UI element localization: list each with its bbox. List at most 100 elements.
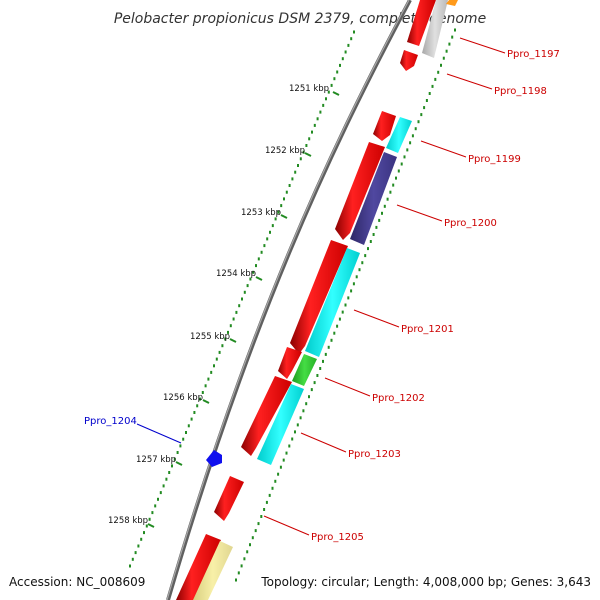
kbp-label-1251: 1251 kbp [289,84,329,94]
scale-dot [383,204,386,208]
scale-dot [243,290,246,294]
scale-dot [263,508,266,511]
scale-dot [187,424,190,428]
scale-dot [277,210,280,214]
scale-dot [378,218,381,222]
scale-dot [168,471,171,474]
scale-dot [213,364,215,368]
gene-ppro-1200-arrow[interactable] [335,142,385,240]
scale-dot [252,270,255,274]
gene-ppro-1197-arrow[interactable] [407,0,436,46]
scale-dot [241,297,243,301]
scale-dot [204,384,207,388]
cog-block-1197-gray [422,0,448,58]
scale-dot [268,493,271,497]
scale-dot [193,411,196,414]
scale-dot [448,42,451,46]
scale-dot [302,409,305,413]
gene-ppro-1202-arrow[interactable] [278,347,302,379]
scale-dot [313,381,316,385]
scale-dot [246,284,249,288]
scale-dot [437,70,440,74]
gene-ppro-1201-arrow[interactable] [290,240,348,354]
scale-dot [162,484,165,488]
scale-dot [313,123,316,127]
scale-dot [260,250,263,254]
gene-extra-arrow[interactable] [176,534,221,600]
gene-ppro-1198-arrow[interactable] [400,50,418,71]
scale-dot [322,359,324,363]
scale-dot [350,37,353,41]
gene-label-ppro-1204[interactable]: Ppro_1204 [84,416,137,427]
scale-dot [423,106,426,110]
scale-dot [355,275,358,279]
map-title: Pelobacter propionicus DSM 2379, complet… [114,11,486,27]
kbp-label-1255: 1255 kbp [190,332,230,342]
scale-dot [269,230,271,234]
scale-dot [151,511,154,515]
scale-dot [341,57,344,61]
scale-dot [285,451,288,455]
scale-dot [271,224,274,228]
scale-dot [296,423,299,427]
scale-dot [134,551,137,555]
scale-dot [246,550,249,554]
scale-dot [333,331,336,335]
scale-dot [265,500,268,504]
gene-label-ppro-1198[interactable]: Ppro_1198 [494,86,547,97]
scale-dot [347,43,350,47]
scale-dot [336,324,339,328]
scale-dot [406,148,409,152]
scale-dot [199,397,201,401]
cog-block-1201-cyan [305,248,360,357]
cog-block-1203-cyan [257,384,304,465]
scale-dot [143,531,145,535]
scale-dot [445,49,448,53]
cog-block-top-orange [446,0,458,6]
scale-dot [367,247,369,251]
scale-dot [238,304,241,308]
scale-dot [417,120,420,124]
gene-ppro-1199-arrow[interactable] [373,111,396,141]
scale-dot [190,417,193,421]
scale-dot [414,127,417,131]
scale-dot [316,117,319,121]
scale-dot [299,416,302,420]
gene-label-ppro-1205[interactable]: Ppro_1205 [311,532,364,543]
scale-dot [372,233,375,236]
gene-label-ppro-1200[interactable]: Ppro_1200 [444,218,497,229]
cog-block-bottom-yellow [193,541,233,600]
scale-dot [319,367,322,370]
scale-dot [299,157,302,161]
gene-label-ppro-1199[interactable]: Ppro_1199 [468,154,521,165]
reverse-cds-track [206,450,222,467]
scale-dot [285,190,288,194]
genome-summary-text: Topology: circular; Length: 4,008,000 bp… [260,575,591,589]
scale-dot [182,437,185,441]
gene-ppro-1204-arrow[interactable] [206,450,222,467]
scale-dot [308,395,310,399]
scale-dot [291,437,294,441]
scale-dot [361,261,364,265]
scale-dot [165,477,168,481]
scale-dot [358,268,361,272]
gene-label-ppro-1197[interactable]: Ppro_1197 [507,49,560,60]
gene-label-ppro-1201[interactable]: Ppro_1201 [401,324,454,335]
callout-lines [136,37,506,536]
scale-dot [207,377,210,381]
gene-ppro-1203-arrow[interactable] [241,376,292,456]
scale-dotted-track [129,28,456,582]
gene-label-ppro-1203[interactable]: Ppro_1203 [348,449,401,460]
scale-dot [288,444,291,448]
scale-dot [333,77,336,81]
kbp-label-1258: 1258 kbp [108,516,148,526]
cog-block-1200-purple [350,152,397,245]
scale-dot [249,277,252,281]
forward-cds-track [176,0,436,600]
scale-dot [283,197,285,201]
scale-dot [173,457,176,461]
gene-label-ppro-1202[interactable]: Ppro_1202 [372,393,425,404]
gene-ppro-1205-arrow[interactable] [214,476,244,521]
scale-dot [140,537,143,541]
